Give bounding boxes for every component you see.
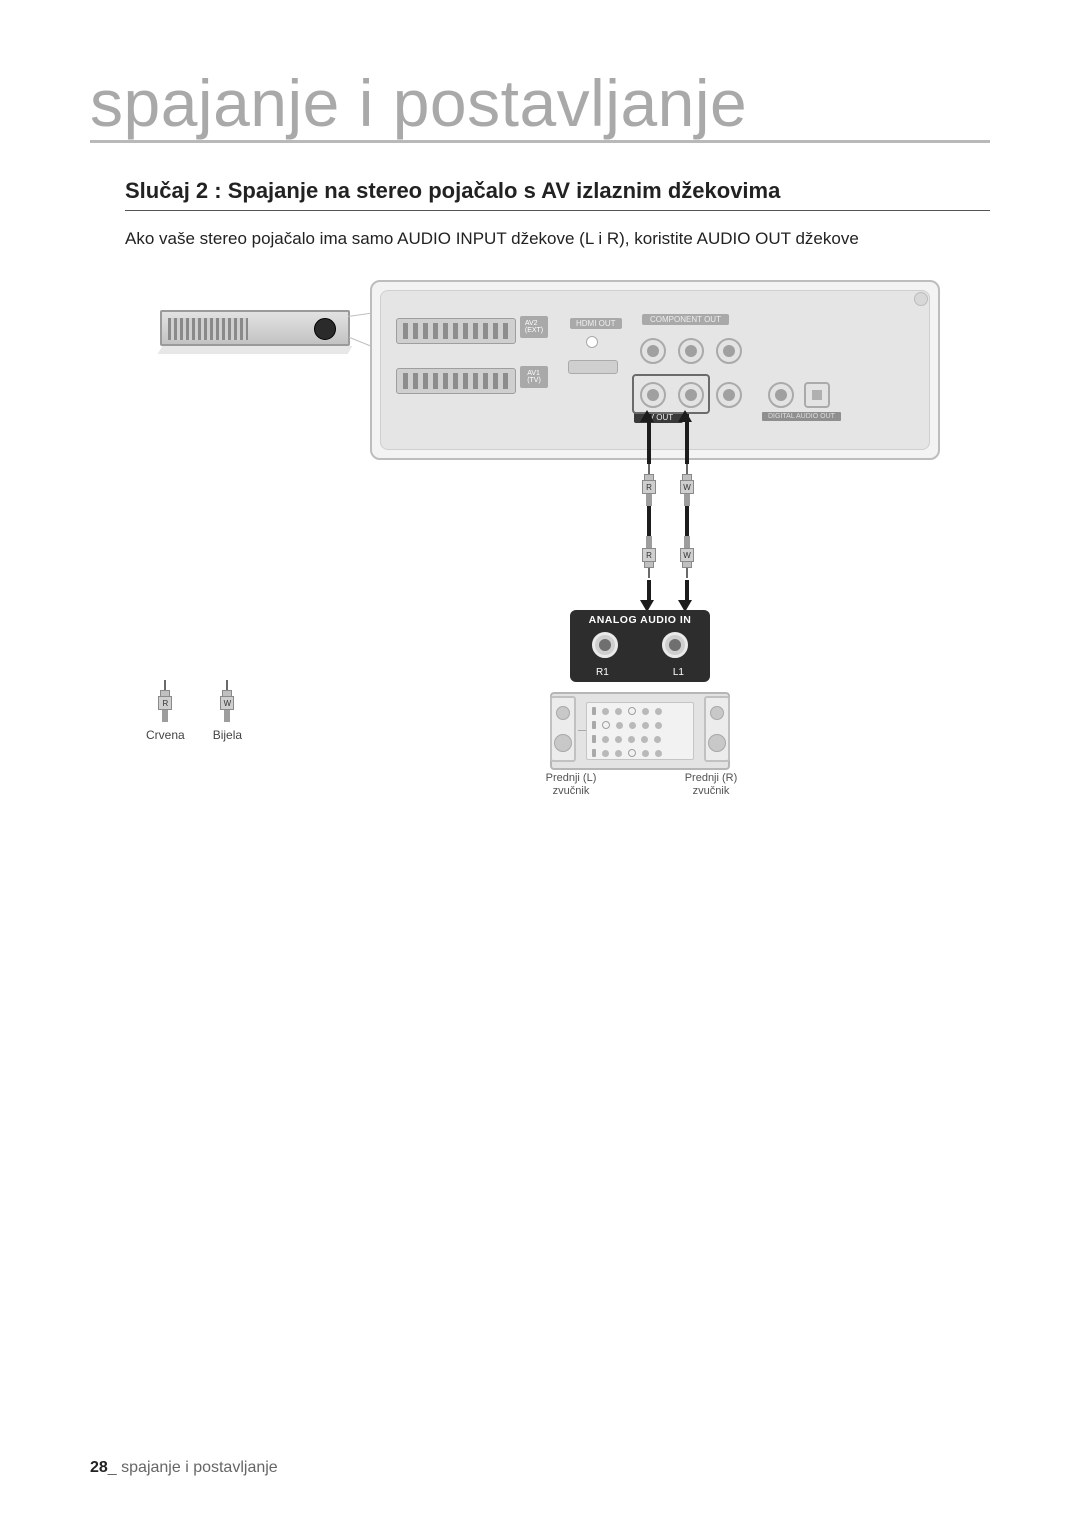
rca-plug-w-up: W xyxy=(676,464,698,506)
coaxial-out xyxy=(768,382,794,408)
footer: 28_ spajanje i postavljanje xyxy=(90,1459,278,1477)
page-title: spajanje i postavljanje xyxy=(90,70,990,136)
speaker-left xyxy=(550,696,576,762)
audio-in-r-text: R1 xyxy=(596,667,609,678)
legend-rca-w: W xyxy=(216,680,238,722)
section-heading-row: Slučaj 2 : Spajanje na stereo pojačalo s… xyxy=(125,178,990,211)
cable-w-mid xyxy=(685,506,689,536)
screw-icon xyxy=(914,292,928,306)
legend-white-label: Bijela xyxy=(213,728,242,742)
legend-rca-r: R xyxy=(154,680,176,722)
footer-text: spajanje i postavljanje xyxy=(121,1459,278,1476)
speaker-wire xyxy=(578,730,586,731)
speaker-right-label: Prednji (R) zvučnik xyxy=(676,772,746,797)
hdmi-label: HDMI OUT xyxy=(570,318,622,329)
source-shadow xyxy=(158,346,353,354)
arrow-up-w xyxy=(678,410,692,422)
cable-r-mid xyxy=(647,506,651,536)
scart-av1 xyxy=(396,368,516,394)
hdmi-hole xyxy=(586,336,598,348)
rca-plug-r-up: R xyxy=(638,464,660,506)
component-y xyxy=(640,338,666,364)
arrow-up-r xyxy=(640,410,654,422)
rca-plug-r-dn: R xyxy=(638,536,660,578)
optical-out xyxy=(804,382,830,408)
scart-av1-label: AV1 (TV) xyxy=(520,366,548,388)
audio-in-l-text: L1 xyxy=(673,667,684,678)
section-body: Ako vaše stereo pojačalo ima samo AUDIO … xyxy=(125,229,990,249)
video-out xyxy=(716,382,742,408)
rca-legend: R Crvena W Bijela xyxy=(146,680,242,742)
back-panel: AV2 (EXT) AV1 (TV) HDMI OUT COMPONENT OU… xyxy=(370,280,940,460)
page-number: 28 xyxy=(90,1459,108,1476)
digital-label: DIGITAL AUDIO OUT xyxy=(762,412,841,421)
component-label: COMPONENT OUT xyxy=(642,314,729,325)
scart-av2-label: AV2 (EXT) xyxy=(520,316,548,338)
section-heading: Slučaj 2 : Spajanje na stereo pojačalo s… xyxy=(125,178,990,204)
analog-audio-in: ANALOG AUDIO IN R1 L1 xyxy=(570,610,710,682)
component-pr xyxy=(716,338,742,364)
connection-diagram: AV2 (EXT) AV1 (TV) HDMI OUT COMPONENT OU… xyxy=(150,280,940,820)
legend-red-label: Crvena xyxy=(146,728,185,742)
source-device xyxy=(160,310,350,346)
speaker-left-label: Prednji (L) zvučnik xyxy=(536,772,606,797)
scart-av2 xyxy=(396,318,516,344)
speaker-right xyxy=(704,696,730,762)
audio-in-l-jack xyxy=(662,632,688,658)
audio-out-highlight xyxy=(632,374,710,414)
title-rule: spajanje i postavljanje xyxy=(90,70,990,143)
stereo-amplifier xyxy=(550,692,730,770)
analog-audio-in-label: ANALOG AUDIO IN xyxy=(570,614,710,626)
audio-in-r-jack xyxy=(592,632,618,658)
rca-plug-w-dn: W xyxy=(676,536,698,578)
component-pb xyxy=(678,338,704,364)
hdmi-slot xyxy=(568,360,618,374)
